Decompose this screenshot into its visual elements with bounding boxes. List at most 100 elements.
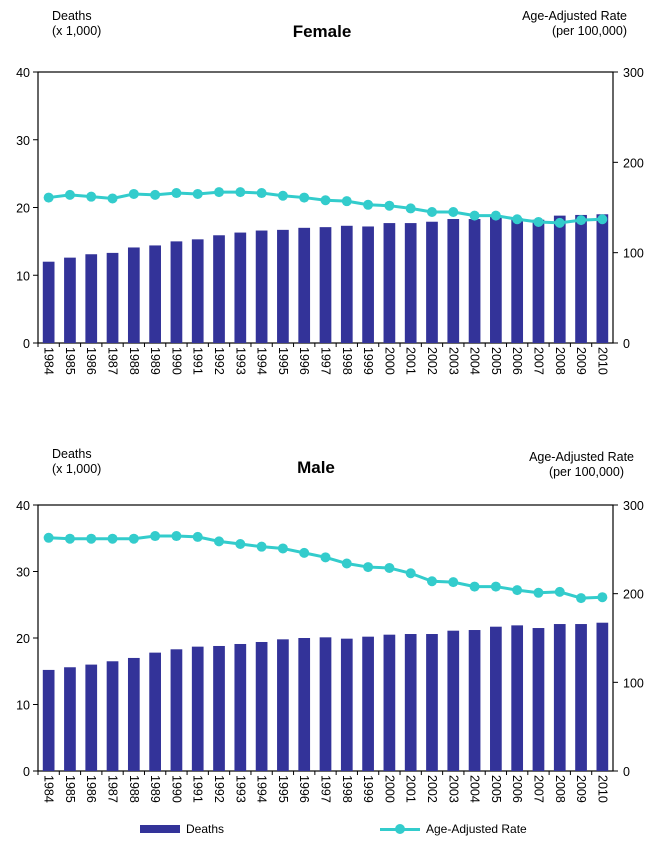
legend-rate-swatch: [380, 824, 420, 834]
female-rate-point: [299, 192, 310, 203]
male-x-tick-label: 1989: [148, 775, 162, 803]
female-rate-point: [426, 207, 437, 218]
male-x-tick-label: 2004: [468, 775, 482, 803]
male-right-tick-label: 200: [623, 588, 644, 602]
male-deaths-bar: [64, 667, 76, 771]
legend-rate-label: Age-Adjusted Rate: [426, 822, 527, 836]
male-deaths-bar: [319, 637, 332, 771]
female-deaths-bar: [85, 254, 98, 343]
female-rate-point: [448, 207, 459, 218]
female-rate-point: [107, 193, 118, 204]
female-deaths-bar: [170, 241, 183, 343]
female-rate-point: [554, 217, 565, 228]
female-rate-point: [150, 189, 161, 200]
female-rate-point: [405, 203, 416, 214]
male-deaths-bar: [213, 645, 225, 771]
male-rate-point: [214, 536, 225, 547]
male-x-tick-label: 1993: [233, 775, 247, 803]
male-x-tick-label: 1984: [42, 775, 56, 803]
male-left-axis-label-line1: Deaths: [52, 447, 92, 461]
male-x-tick-label: 1991: [191, 775, 205, 803]
male-rate-point: [426, 576, 437, 587]
female-x-tick-label: 2000: [382, 347, 396, 375]
female-left-axis-label-line1: Deaths: [52, 9, 92, 23]
female-x-tick-label: 1992: [212, 347, 226, 375]
male-deaths-bar: [553, 624, 566, 771]
male-rate-point: [405, 568, 416, 579]
female-left-tick-label: 0: [23, 337, 30, 351]
male-x-tick-label: 2003: [446, 775, 460, 803]
male-x-tick-label: 2006: [510, 775, 524, 803]
male-left-tick-label: 40: [16, 499, 30, 513]
female-left-tick-label: 10: [16, 269, 30, 283]
female-x-tick-label: 1993: [233, 347, 247, 375]
female-x-tick-label: 2006: [510, 347, 524, 375]
male-left-tick-label: 0: [23, 765, 30, 779]
female-deaths-bar: [234, 232, 247, 343]
female-x-tick-label: 1989: [148, 347, 162, 375]
male-rate-point: [320, 552, 331, 563]
male-right-tick-label: 300: [623, 499, 644, 513]
male-right-tick-label: 0: [623, 765, 630, 779]
male-rate-point: [384, 562, 395, 573]
female-x-tick-label: 2008: [553, 347, 567, 375]
female-deaths-bar: [404, 223, 417, 343]
male-x-tick-label: 2010: [595, 775, 609, 803]
male-x-tick-label: 2000: [382, 775, 396, 803]
female-rate-point: [128, 188, 139, 199]
female-deaths-bar: [362, 226, 374, 343]
male-deaths-bar: [532, 628, 545, 771]
male-deaths-bar: [170, 649, 183, 771]
female-deaths-bar: [511, 218, 524, 343]
male-x-tick-label: 1994: [255, 775, 269, 803]
male-deaths-bar: [490, 626, 502, 771]
female-x-tick-label: 1988: [127, 347, 141, 375]
female-deaths-bar: [383, 223, 396, 343]
female-x-tick-label: 2002: [425, 347, 439, 375]
female-right-tick-label: 0: [623, 337, 630, 351]
female-rate-point: [490, 210, 501, 221]
male-x-tick-label: 1988: [127, 775, 141, 803]
male-rate-point: [597, 592, 608, 603]
male-left-tick-label: 10: [16, 699, 30, 713]
male-deaths-bar: [575, 624, 587, 771]
male-x-tick-label: 2005: [489, 775, 503, 803]
female-chart-title: Female: [292, 22, 352, 41]
male-x-tick-label: 1992: [212, 775, 226, 803]
male-rate-point: [469, 581, 480, 592]
female-rate-point: [469, 210, 480, 221]
male-rate-point: [150, 531, 161, 542]
female-deaths-bar: [575, 214, 587, 343]
female-rate-point: [235, 187, 246, 198]
female-x-tick-label: 1994: [255, 347, 269, 375]
male-x-tick-label: 2008: [553, 775, 567, 803]
male-deaths-bar: [511, 625, 524, 771]
female-rate-point: [192, 188, 203, 199]
male-x-tick-label: 1997: [319, 775, 333, 803]
male-deaths-bar: [255, 641, 268, 771]
male-left-tick-label: 20: [16, 632, 30, 646]
male-rate-point: [554, 586, 565, 597]
male-rate-point: [341, 558, 352, 569]
female-rate-point: [512, 214, 523, 225]
chart-legend: Deaths Age-Adjusted Rate: [0, 822, 652, 842]
female-x-tick-label: 1990: [169, 347, 183, 375]
male-x-tick-label: 2009: [574, 775, 588, 803]
female-right-tick-label: 300: [623, 66, 644, 80]
male-deaths-bar: [383, 634, 396, 771]
female-left-axis-label-line2: (x 1,000): [52, 24, 102, 38]
male-deaths-bar: [106, 661, 119, 771]
male-rate-point: [171, 531, 182, 542]
male-x-tick-label: 2001: [404, 775, 418, 803]
female-rate-point: [256, 188, 267, 199]
female-rate-point: [171, 188, 182, 199]
male-rate-point: [192, 531, 203, 542]
female-deaths-bar: [490, 216, 502, 343]
male-deaths-bar: [596, 622, 609, 771]
female-left-tick-label: 40: [16, 66, 30, 80]
female-x-tick-label: 1995: [276, 347, 290, 375]
male-rate-point: [490, 581, 501, 592]
female-x-tick-label: 1996: [297, 347, 311, 375]
male-left-axis-label-line2: (x 1,000): [52, 462, 102, 476]
